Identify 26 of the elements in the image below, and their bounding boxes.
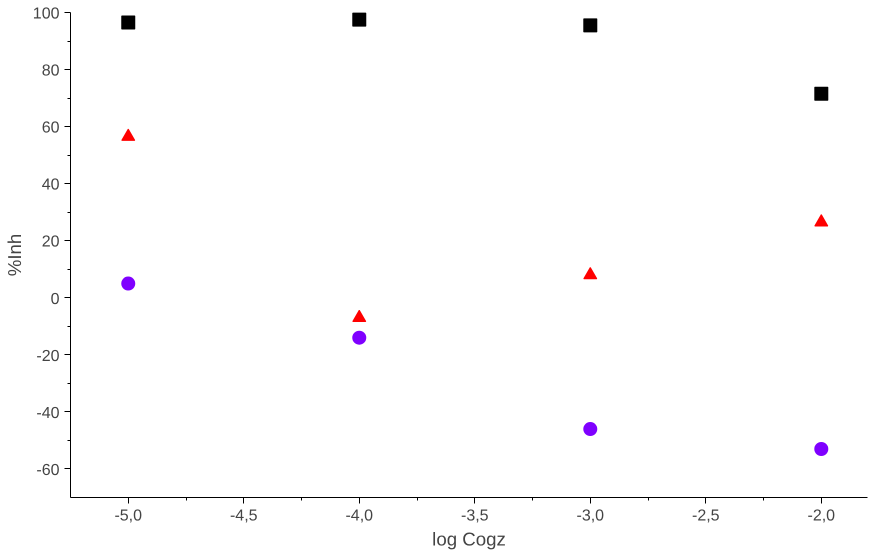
x-tick-label: -3,0 [576,508,604,524]
x-tick-label: -4,0 [345,508,374,524]
point [814,86,828,101]
y-tick-label: 20 [42,234,60,251]
x-tick-label: -2,5 [692,508,720,524]
x-tick-label: -3,5 [460,508,489,524]
point [583,18,598,32]
y-tick-label: -40 [36,404,60,422]
y-tick-label: -20 [36,348,60,365]
y-tick-label: 100 [32,6,60,22]
y-tick-label: -60 [36,462,60,479]
y-tick-label: 40 [42,176,60,194]
y-tick-label: 80 [42,62,60,80]
x-tick-label: -2,0 [808,508,836,524]
point [352,330,366,345]
x-tick-label: -4,5 [230,508,258,524]
x-tick-label: -5,0 [114,508,142,524]
point [121,15,136,30]
point [121,276,136,291]
x-axis-title: log Cogz [432,528,506,550]
point [814,442,828,456]
point [583,422,598,436]
y-tick-label: 0 [50,290,60,308]
y-axis-title: %Inh [4,234,25,276]
point [352,12,366,27]
y-tick-label: 60 [42,120,60,137]
